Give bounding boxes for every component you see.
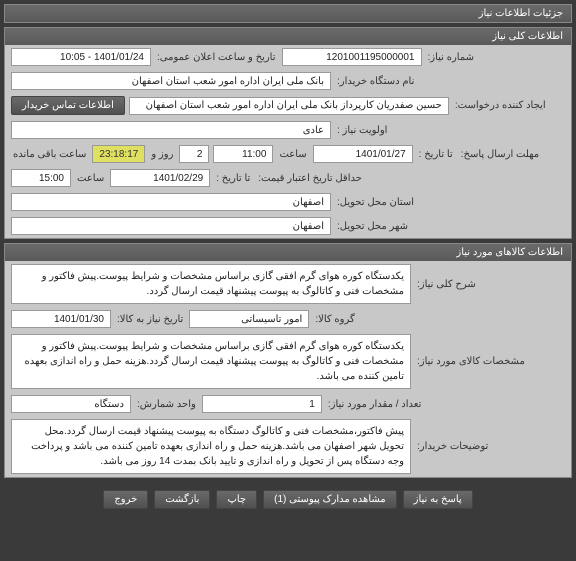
buyer-org-value: بانک ملی ایران اداره امور شعب استان اصفه…: [11, 72, 331, 90]
details-header: جزئیات اطلاعات نیاز: [5, 5, 571, 22]
delivery-province-label: استان محل تحویل:: [335, 197, 416, 208]
group-value: امور تاسیساتی: [189, 310, 309, 328]
spec-value: یکدستگاه کوره هوای گرم افقی گازی براساس …: [11, 334, 411, 389]
request-number-value: 1201001195000001: [282, 48, 422, 66]
back-button[interactable]: بازگشت: [154, 490, 210, 509]
buyer-notes-value: پیش فاکتور،مشخصات فنی و کاتالوگ دستگاه ب…: [11, 419, 411, 474]
reply-button[interactable]: پاسخ به نیاز: [403, 490, 473, 509]
announce-date-value: 1401/01/24 - 10:05: [11, 48, 151, 66]
reply-time-value: 11:00: [213, 145, 273, 163]
reply-deadline-label: مهلت ارسال پاسخ:: [459, 149, 541, 160]
priority-label: اولویت نیاز :: [335, 125, 389, 136]
reply-time-label: ساعت: [277, 149, 308, 160]
delivery-province-value: اصفهان: [11, 193, 331, 211]
desc-value: یکدستگاه کوره هوای گرم افقی گازی براساس …: [11, 264, 411, 304]
unit-value: دستگاه: [11, 395, 131, 413]
price-time-value: 15:00: [11, 169, 71, 187]
group-date-label: تاریخ نیاز به کالا:: [115, 314, 185, 325]
items-header: اطلاعات کالاهای مورد نیاز: [5, 244, 571, 261]
requester-label: ایجاد کننده درخواست:: [453, 100, 548, 111]
remain-label: ساعت باقی مانده: [11, 149, 88, 160]
reply-date-value: 1401/01/27: [313, 145, 413, 163]
reply-to-label: تا تاریخ :: [417, 149, 455, 160]
buyer-org-label: نام دستگاه خریدار:: [335, 76, 416, 87]
countdown-value: 23:18:17: [92, 145, 145, 163]
qty-value: 1: [202, 395, 322, 413]
group-date-value: 1401/01/30: [11, 310, 111, 328]
buyer-notes-label: توضیحات خریدار:: [415, 441, 490, 452]
unit-label: واحد شمارش:: [135, 399, 198, 410]
contact-buyer-button[interactable]: اطلاعات تماس خریدار: [11, 96, 125, 115]
announce-label: تاریخ و ساعت اعلان عمومی:: [155, 52, 278, 63]
days-remaining-value: 2: [179, 145, 209, 163]
bottom-toolbar: پاسخ به نیاز مشاهده مدارک پیوستی (1) چاپ…: [0, 482, 576, 517]
request-number-label: شماره نیاز:: [426, 52, 477, 63]
general-info-panel: اطلاعات کلی نیاز شماره نیاز: 12010011950…: [4, 27, 572, 239]
group-label: گروه کالا:: [313, 314, 356, 325]
attachments-button[interactable]: مشاهده مدارک پیوستی (1): [263, 490, 397, 509]
items-panel: اطلاعات کالاهای مورد نیاز شرح کلی نیاز: …: [4, 243, 572, 478]
delivery-city-label: شهر محل تحویل:: [335, 221, 410, 232]
general-info-header: اطلاعات کلی نیاز: [5, 28, 571, 45]
days-label: روز و: [149, 149, 175, 160]
price-to-label: تا تاریخ :: [214, 173, 252, 184]
delivery-city-value: اصفهان: [11, 217, 331, 235]
priority-value: عادی: [11, 121, 331, 139]
requester-value: حسین صفدریان کارپرداز بانک ملی ایران ادا…: [129, 97, 449, 115]
details-panel: جزئیات اطلاعات نیاز: [4, 4, 572, 23]
spec-label: مشخصات کالای مورد نیاز:: [415, 356, 527, 367]
qty-label: تعداد / مقدار مورد نیاز:: [326, 399, 424, 410]
print-button[interactable]: چاپ: [216, 490, 257, 509]
price-date-value: 1401/02/29: [110, 169, 210, 187]
desc-label: شرح کلی نیاز:: [415, 279, 478, 290]
price-validity-label: حداقل تاریخ اعتبار قیمت:: [256, 173, 364, 184]
price-time-label: ساعت: [75, 173, 106, 184]
exit-button[interactable]: خروج: [103, 490, 148, 509]
